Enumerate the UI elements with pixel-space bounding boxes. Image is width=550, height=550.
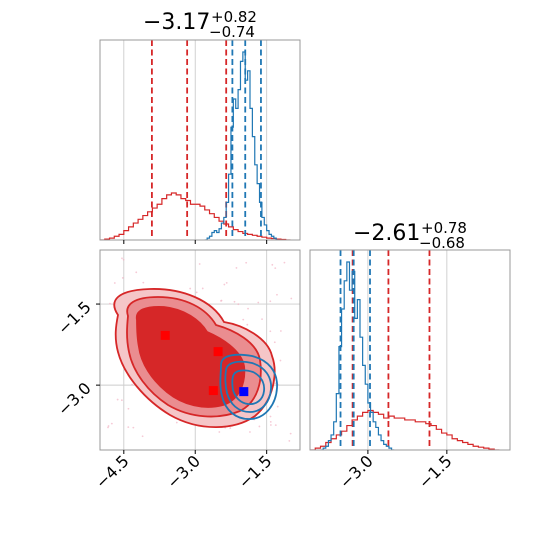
contour-panel: −4.5 −3.0 −1.5 −1.5 −3.0 xyxy=(54,249,301,492)
title-y-lower: −0.68 xyxy=(419,234,465,252)
sample-point xyxy=(273,341,276,344)
sample-point xyxy=(201,287,204,290)
title-x-median: −3.17 xyxy=(143,10,210,35)
title-y: −2.61 xyxy=(353,221,420,246)
title-y-upper: +0.78 xyxy=(421,219,467,237)
histogram-x-series xyxy=(100,40,291,240)
sample-point xyxy=(120,399,123,402)
grid-x-hist xyxy=(123,40,268,240)
sample-point xyxy=(198,263,201,265)
sample-point xyxy=(110,422,113,425)
hist-y-red xyxy=(310,409,500,450)
sample-point xyxy=(135,271,138,274)
sample-point xyxy=(113,282,116,284)
red-marker xyxy=(213,347,223,357)
red-contours xyxy=(113,288,276,429)
grid-y-hist xyxy=(367,250,448,450)
sample-point xyxy=(175,421,178,424)
sample-point xyxy=(271,263,274,266)
hist-x-red xyxy=(100,192,291,240)
sample-point xyxy=(245,261,248,264)
sample-point xyxy=(276,405,279,408)
sample-point xyxy=(127,426,130,429)
sample-point xyxy=(288,440,291,442)
sample-point xyxy=(246,323,249,326)
blue-marker xyxy=(239,387,249,397)
sample-point xyxy=(290,297,293,300)
sample-point xyxy=(269,330,272,333)
sample-point xyxy=(122,258,125,261)
sample-point xyxy=(131,383,133,386)
histogram-y-series xyxy=(310,250,500,450)
sample-point xyxy=(233,300,236,303)
sample-point xyxy=(220,299,223,302)
red-marker xyxy=(208,386,218,396)
sample-point xyxy=(257,301,260,304)
sample-point xyxy=(242,318,245,321)
histogram-panel-y: −3.0 −1.5 −2.61 +0.78 −0.68 xyxy=(309,219,511,492)
sample-point xyxy=(269,420,272,423)
red-marker xyxy=(160,330,170,340)
sample-point xyxy=(229,427,232,429)
markers xyxy=(160,330,249,397)
hist-x-blue xyxy=(204,51,279,240)
y-tick-label: −3.0 xyxy=(54,379,95,420)
x-tick-label: −3.0 xyxy=(336,451,377,492)
x-tick-label: −4.5 xyxy=(92,451,133,492)
sample-point xyxy=(289,432,292,435)
sample-point xyxy=(121,277,124,279)
sample-point xyxy=(127,407,130,410)
sample-point xyxy=(274,267,277,269)
x-tick-label: −1.5 xyxy=(415,451,456,492)
sample-point xyxy=(141,435,144,438)
sample-point xyxy=(247,307,249,310)
sample-point xyxy=(109,302,111,305)
sample-point xyxy=(283,261,286,264)
axes-frame-x-hist xyxy=(99,39,301,241)
blue-contour-mid xyxy=(224,360,272,413)
sample-point xyxy=(189,287,192,290)
x-tick-label: −1.5 xyxy=(235,451,276,492)
sample-point xyxy=(107,426,109,429)
sample-point xyxy=(261,318,263,321)
sample-point xyxy=(116,398,119,401)
sample-point xyxy=(258,425,261,428)
sample-point xyxy=(142,281,145,284)
sample-point xyxy=(218,431,221,433)
ticks-x-hist xyxy=(123,240,268,244)
blue-contour-outer xyxy=(219,353,278,420)
sample-point xyxy=(279,359,282,362)
sample-point xyxy=(235,267,238,269)
sample-point xyxy=(121,257,123,260)
x-tick-label: −3.0 xyxy=(163,451,204,492)
y-tick-label: −1.5 xyxy=(54,297,95,338)
histogram-panel-x: −3.17 +0.82 −0.74 xyxy=(99,8,301,244)
title-y-median: −2.61 xyxy=(353,221,420,246)
ticks-y-hist: −3.0 −1.5 xyxy=(336,450,456,492)
sample-point xyxy=(249,431,251,433)
sample-point xyxy=(237,303,240,306)
blue-contours xyxy=(219,353,278,420)
sample-point xyxy=(107,425,110,427)
axes-frame-contour xyxy=(99,249,301,451)
sample-point xyxy=(132,426,135,429)
sample-point xyxy=(269,424,272,426)
sample-point xyxy=(274,424,277,427)
sample-point xyxy=(269,415,272,418)
blue-contour-inner xyxy=(231,369,266,405)
hist-y-blue xyxy=(320,261,395,450)
sample-point xyxy=(279,330,282,332)
sample-point xyxy=(269,300,272,303)
sample-point xyxy=(274,382,277,385)
title-x-lower: −0.74 xyxy=(209,23,255,41)
sample-point xyxy=(225,282,228,284)
title-x: −3.17 xyxy=(143,10,210,35)
title-x-upper: +0.82 xyxy=(211,8,257,26)
sample-point xyxy=(195,291,198,294)
axes-frame-y-hist xyxy=(309,249,511,451)
sample-point xyxy=(223,283,226,286)
sample-point xyxy=(276,293,278,296)
